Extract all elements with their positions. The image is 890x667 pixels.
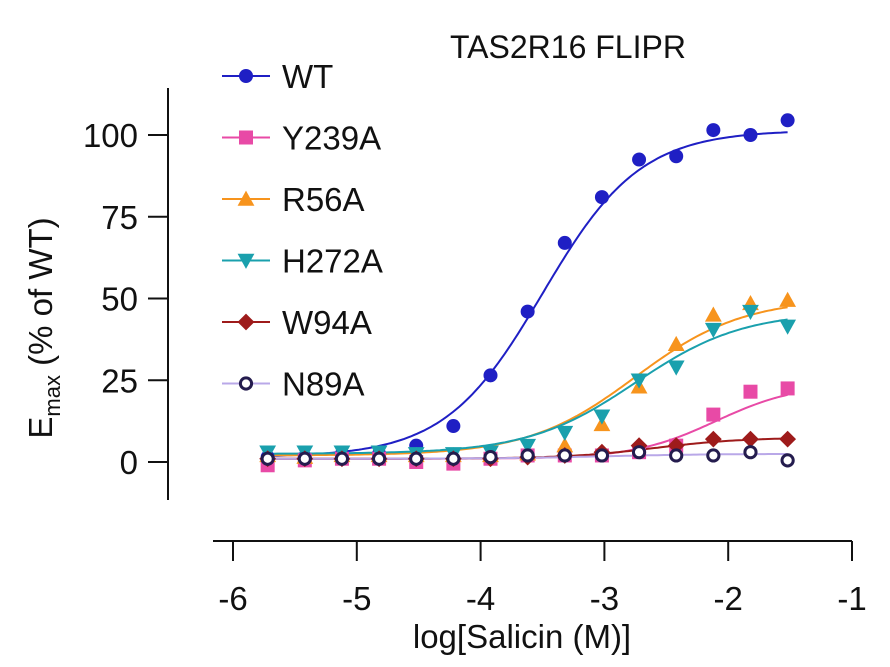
y-tick-label: 100 [83, 117, 138, 154]
data-point-wt [446, 419, 461, 434]
data-point-r56a [667, 335, 685, 351]
legend-label-y239a: Y239A [282, 120, 381, 157]
y-axis-title: Emax (% of WT) [22, 217, 65, 438]
data-point-y239a [706, 407, 721, 422]
data-point-wt [743, 128, 758, 142]
data-point-n89a [520, 448, 535, 463]
data-point-h272a [519, 438, 537, 455]
data-point-n89a [743, 445, 758, 460]
data-point-n89a [631, 445, 647, 460]
data-point-y239a [780, 381, 795, 396]
data-points [259, 113, 797, 473]
x-axis: -6 -5 -4 -3 -2 -1 [213, 540, 867, 617]
legend-marker-r56a [237, 190, 255, 206]
legend-marker-y239a [239, 130, 253, 145]
data-point-wt [706, 123, 721, 138]
y-axis: 0 25 50 75 100 [83, 88, 169, 500]
y-axis-title-subscript: max [40, 375, 65, 417]
data-point-wt [632, 152, 647, 167]
y-tick-label: 0 [120, 444, 138, 481]
legend-marker-h272a [237, 253, 255, 269]
y-tick-label: 25 [101, 362, 138, 399]
y-tick-label: 50 [101, 281, 138, 318]
fit-curve-h272a [267, 318, 788, 455]
data-point-h272a [742, 304, 759, 320]
data-point-wt [520, 304, 535, 319]
data-point-n89a [483, 449, 498, 465]
x-tick-label: -5 [342, 580, 371, 617]
data-point-n89a [669, 448, 684, 463]
x-tick-label: -4 [466, 580, 495, 617]
legend-label-w94a: W94A [282, 304, 372, 341]
data-point-r56a [556, 437, 574, 453]
data-point-n89a [409, 451, 424, 466]
data-point-h272a [667, 360, 685, 376]
data-point-w94a [704, 430, 722, 448]
x-tick-label: -1 [837, 580, 866, 617]
data-point-n89a [334, 451, 350, 466]
data-point-r56a [704, 306, 722, 322]
x-axis-title: log[Salicin (M)] [413, 618, 631, 655]
x-tick-label: -3 [590, 580, 619, 617]
data-point-h272a [779, 319, 797, 335]
data-point-n89a [446, 451, 461, 466]
x-tick-label: -6 [218, 580, 247, 617]
data-point-n89a [260, 451, 275, 466]
legend-label-h272a: H272A [282, 243, 383, 280]
data-point-h272a [593, 409, 611, 425]
data-point-wt [483, 368, 498, 383]
data-point-n89a [371, 451, 387, 466]
data-point-y239a [743, 384, 758, 399]
data-point-w94a [779, 430, 797, 448]
data-point-h272a [630, 373, 648, 389]
y-ticks: 0 25 50 75 100 [83, 117, 168, 481]
data-point-wt [780, 113, 795, 128]
legend-label-wt: WT [282, 58, 333, 95]
data-point-r56a [779, 291, 797, 307]
chart-title: TAS2R16 FLIPR [450, 29, 686, 65]
data-point-n89a [297, 451, 312, 466]
x-tick-label: -2 [714, 580, 743, 617]
legend-marker-w94a [237, 313, 255, 331]
legend-label-r56a: R56A [282, 181, 365, 218]
data-point-n89a [780, 453, 795, 468]
data-point-n89a [594, 448, 610, 463]
data-point-w94a [742, 430, 759, 448]
data-point-wt [557, 235, 572, 250]
legend: WT Y239A R56A H272A W94A N89A [222, 58, 383, 403]
x-ticks: -6 -5 -4 -3 -2 -1 [218, 541, 867, 617]
y-axis-title-rest: (% of WT) [22, 217, 59, 375]
data-point-wt [669, 149, 684, 164]
data-point-h272a [704, 322, 722, 338]
data-point-n89a [557, 448, 572, 463]
y-axis-title-main: E [22, 417, 59, 439]
legend-label-n89a: N89A [282, 366, 365, 403]
data-point-n89a [706, 448, 721, 463]
data-point-wt [594, 190, 609, 205]
legend-marker-n89a [238, 376, 254, 391]
y-tick-label: 75 [101, 199, 138, 236]
legend-marker-wt [239, 69, 253, 83]
data-point-h272a [556, 425, 574, 441]
